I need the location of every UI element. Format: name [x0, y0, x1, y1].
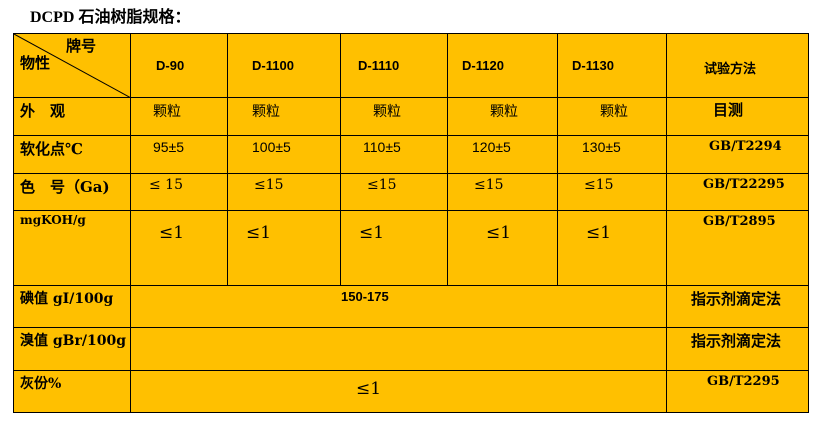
row-label-cell: 色 号（Ga) — [13, 173, 131, 211]
method-header: 试验方法 — [704, 62, 757, 77]
merged-value-cell — [130, 327, 667, 371]
grade-label: D-1130 — [572, 58, 614, 73]
method-value: GB/T2895 — [703, 214, 776, 229]
value: ≤ 15 — [149, 177, 183, 193]
value-cell: 130±5 — [557, 135, 667, 174]
value-cell: ≤ 15 — [130, 173, 228, 211]
value: ≤15 — [474, 177, 504, 193]
value: 颗粒 — [153, 104, 181, 120]
header-brand-label: 牌号 — [66, 37, 97, 55]
grade-label: D-90 — [156, 58, 185, 73]
value: 颗粒 — [600, 104, 628, 120]
value: 95±5 — [153, 139, 185, 155]
value-cell: 120±5 — [447, 135, 558, 174]
row-label: 碘值 gI/100g — [20, 291, 114, 307]
value: 110±5 — [363, 139, 401, 155]
value-cell: ≤15 — [227, 173, 341, 211]
header-method-cell: 试验方法 — [666, 33, 809, 98]
page-title: DCPD 石油树脂规格： — [30, 9, 191, 26]
row-label-cell: 溴值 gBr/100g — [13, 327, 131, 371]
method-cell: GB/T2895 — [666, 210, 809, 286]
value: ≤1 — [246, 223, 272, 243]
method-value: 指示剂滴定法 — [691, 332, 782, 350]
value-cell: ≤1 — [447, 210, 558, 286]
row-label: 软化点℃ — [20, 140, 83, 158]
row-label-cell: 软化点℃ — [13, 135, 131, 174]
method-value: 指示剂滴定法 — [691, 290, 782, 308]
merged-value-cell: 150-175 — [130, 285, 667, 328]
value-cell: ≤15 — [557, 173, 667, 211]
value: ≤1 — [586, 223, 612, 243]
value: ≤15 — [584, 177, 614, 193]
value-cell: 颗粒 — [227, 97, 341, 136]
row-label: mgKOH/g — [20, 213, 86, 227]
method-cell: GB/T2295 — [666, 370, 809, 413]
row-label: 灰份% — [20, 376, 62, 392]
value-cell: ≤1 — [557, 210, 667, 286]
header-grade-cell: D-1110 — [340, 33, 448, 98]
value-cell: 95±5 — [130, 135, 228, 174]
header-corner-cell: 牌号 物性 — [13, 33, 131, 98]
method-value: GB/T22295 — [703, 177, 785, 192]
header-grade-cell: D-1120 — [447, 33, 558, 98]
method-cell: 指示剂滴定法 — [666, 285, 809, 328]
method-value: GB/T2295 — [707, 374, 780, 389]
row-label: 色 号（Ga) — [20, 178, 110, 196]
value: 120±5 — [472, 139, 511, 155]
header-grade-cell: D-90 — [130, 33, 228, 98]
value: ≤15 — [367, 177, 397, 193]
value: 150-175 — [341, 289, 389, 304]
value-cell: ≤15 — [340, 173, 448, 211]
method-cell: GB/T2294 — [666, 135, 809, 174]
value-cell: ≤1 — [340, 210, 448, 286]
value-cell: 颗粒 — [447, 97, 558, 136]
row-label: 外 观 — [20, 102, 66, 120]
row-label-cell: mgKOH/g — [13, 210, 131, 286]
value: 颗粒 — [252, 104, 280, 120]
value-cell: 颗粒 — [557, 97, 667, 136]
row-label: 溴值 gBr/100g — [20, 333, 126, 349]
row-label-cell: 碘值 gI/100g — [13, 285, 131, 328]
method-value: GB/T2294 — [709, 139, 782, 154]
value: 颗粒 — [373, 104, 401, 120]
method-cell: 目测 — [666, 97, 809, 136]
value-cell: ≤1 — [130, 210, 228, 286]
value: ≤1 — [356, 379, 382, 399]
value: 130±5 — [582, 139, 621, 155]
value-cell: ≤1 — [227, 210, 341, 286]
grade-label: D-1120 — [462, 58, 504, 73]
method-value: 目测 — [713, 101, 744, 119]
value-cell: 颗粒 — [130, 97, 228, 136]
value-cell: 颗粒 — [340, 97, 448, 136]
row-label-cell: 外 观 — [13, 97, 131, 136]
method-cell: GB/T22295 — [666, 173, 809, 211]
grade-label: D-1110 — [358, 58, 400, 73]
value: 100±5 — [252, 139, 291, 155]
merged-value-cell: ≤1 — [130, 370, 667, 413]
value-cell: 110±5 — [340, 135, 448, 174]
header-grade-cell: D-1100 — [227, 33, 341, 98]
value-cell: ≤15 — [447, 173, 558, 211]
value: ≤1 — [359, 223, 385, 243]
header-property-label: 物性 — [20, 54, 51, 72]
row-label-cell: 灰份% — [13, 370, 131, 413]
value-cell: 100±5 — [227, 135, 341, 174]
grade-label: D-1100 — [252, 58, 294, 73]
header-grade-cell: D-1130 — [557, 33, 667, 98]
method-cell: 指示剂滴定法 — [666, 327, 809, 371]
value: ≤1 — [486, 223, 512, 243]
diagonal-divider — [14, 34, 131, 98]
value: ≤15 — [254, 177, 284, 193]
value: ≤1 — [159, 223, 185, 243]
value: 颗粒 — [490, 104, 518, 120]
